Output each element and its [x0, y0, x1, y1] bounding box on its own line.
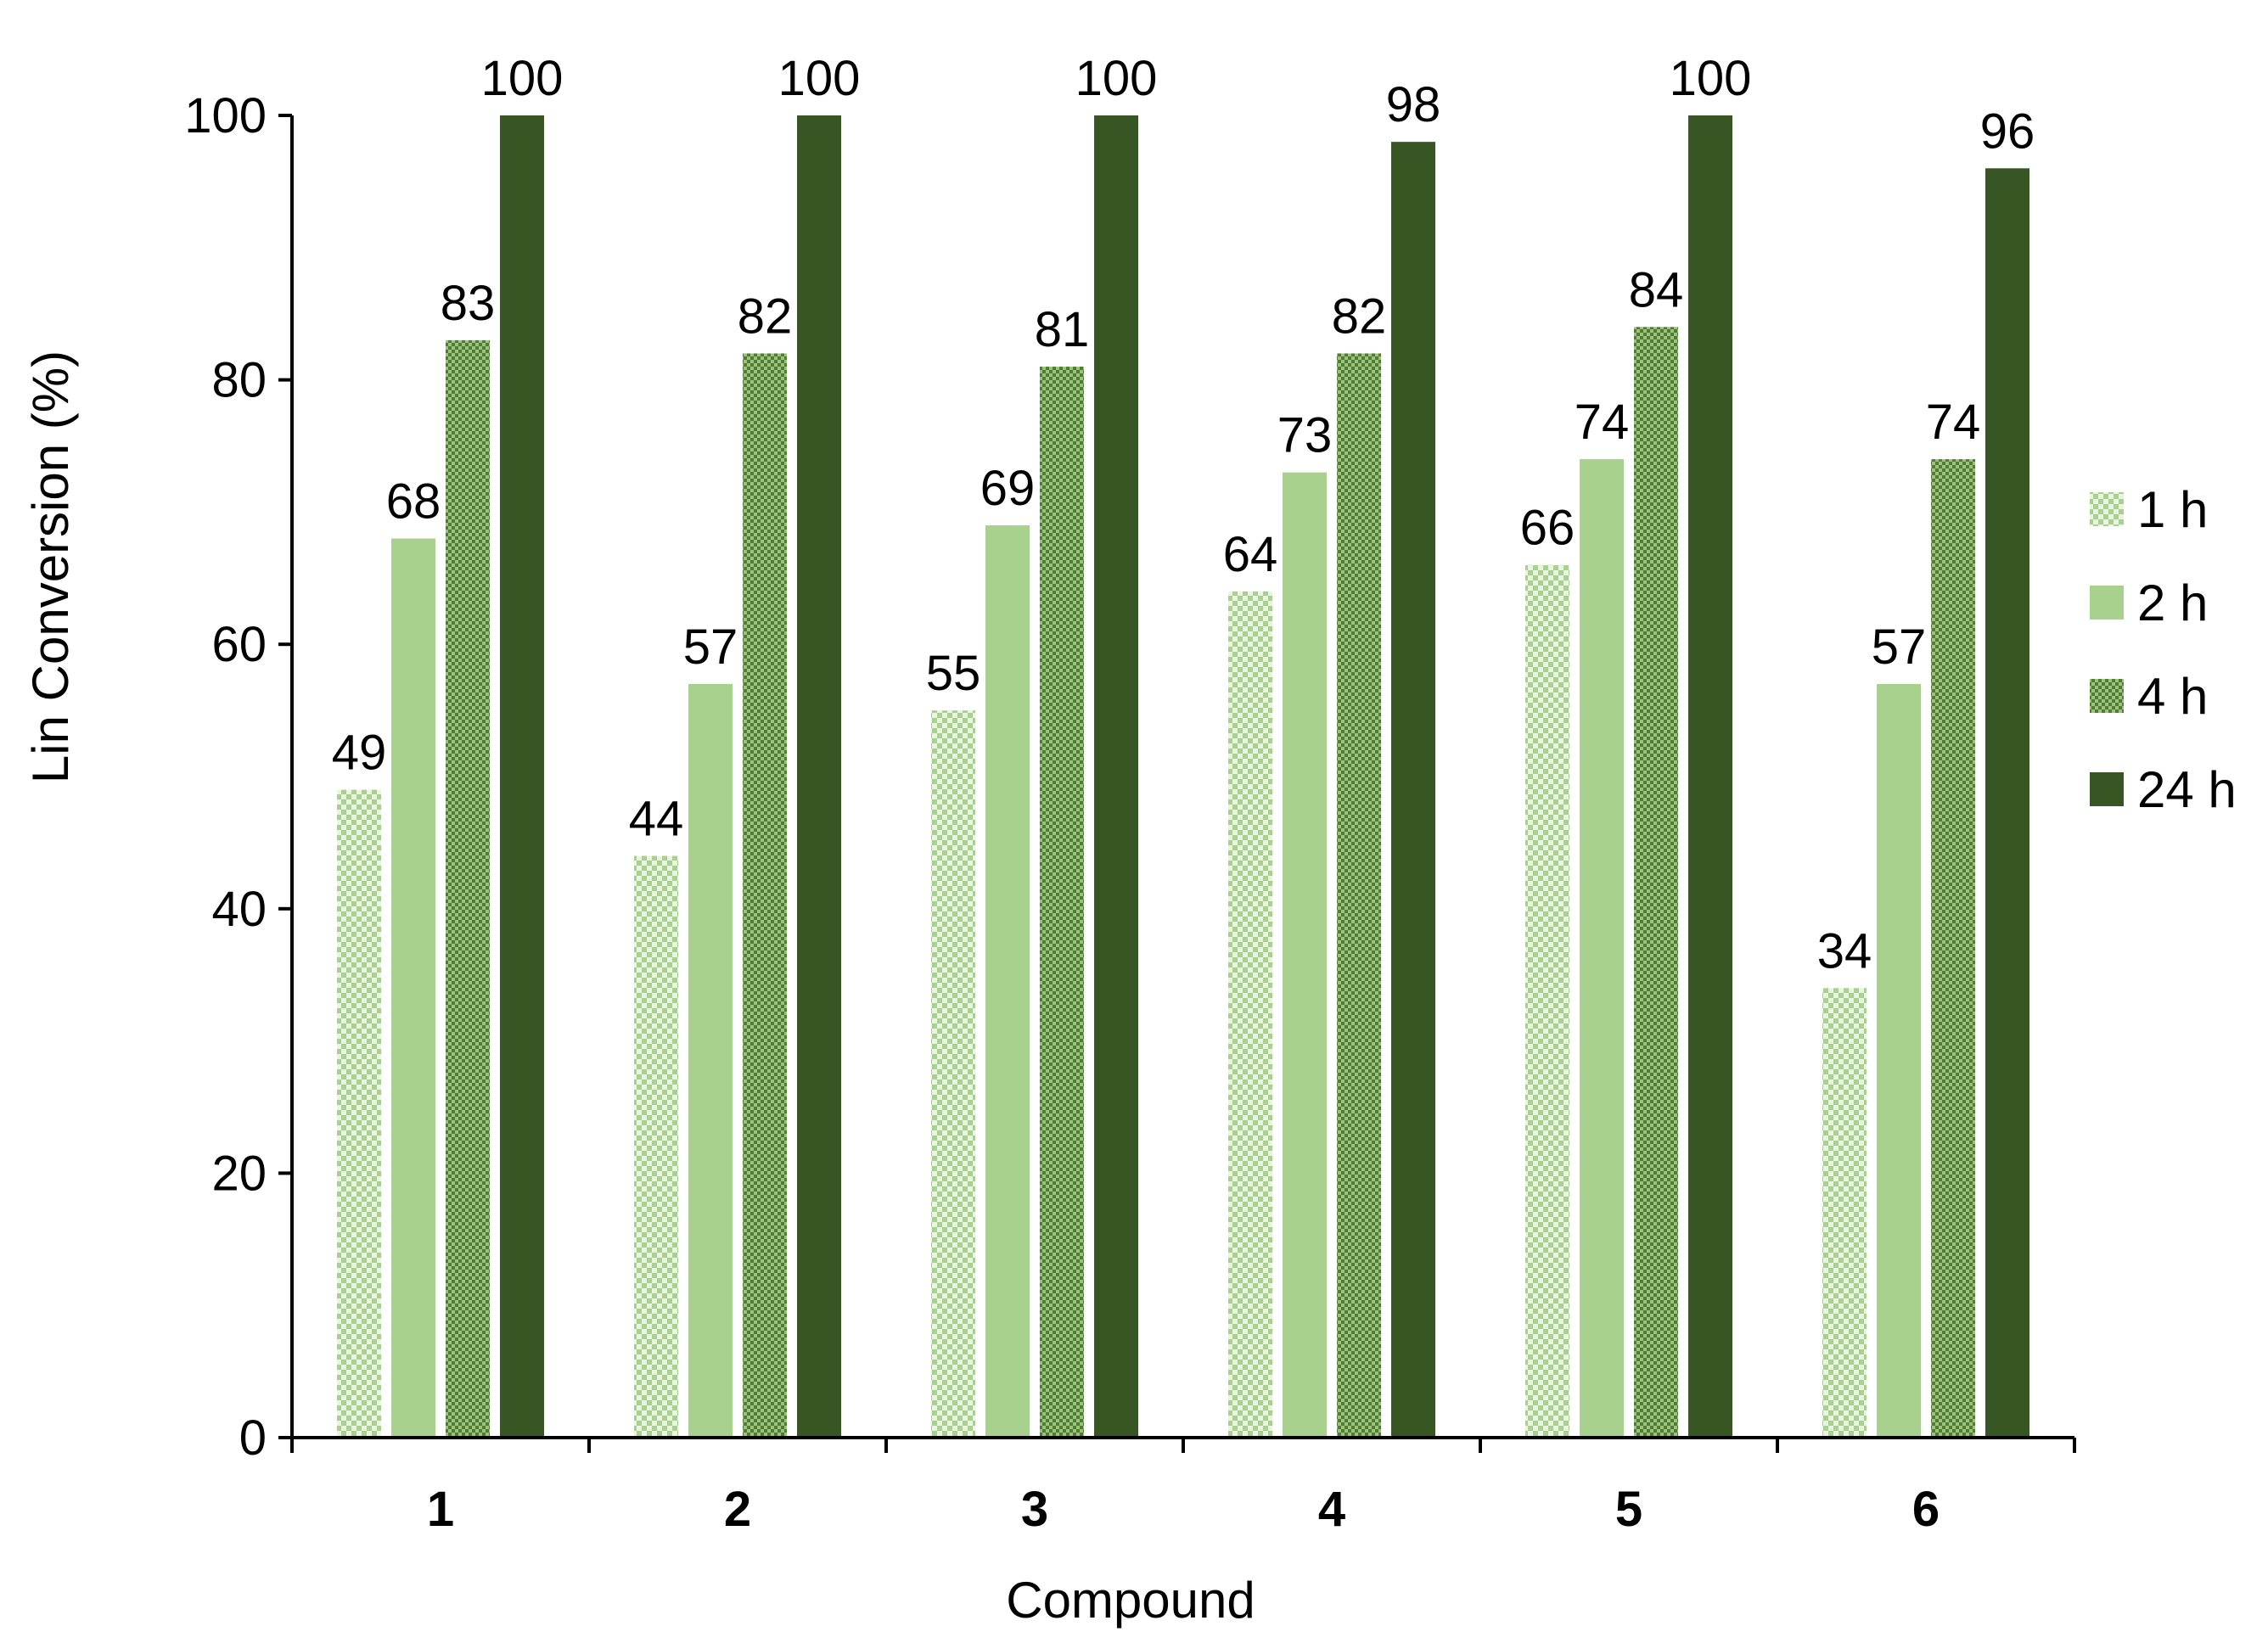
bar-1-h-compound-2 [634, 855, 678, 1438]
data-label-2-h-compound-6: 57 [1872, 620, 1927, 675]
data-label-1-h-compound-6: 34 [1817, 923, 1872, 979]
y-tick-label: 20 [211, 1146, 267, 1201]
bars-group [337, 115, 2029, 1438]
legend-label-24-h: 24 h [2137, 761, 2237, 818]
legend: 1 h 2 h 4 h 24 h [2090, 481, 2237, 818]
bar-24-h-compound-6 [1985, 168, 2029, 1438]
data-label-2-h-compound-1: 68 [386, 474, 441, 530]
x-ticks: 1 2 3 4 5 6 [290, 1438, 2076, 1537]
legend-swatch-1-h [2090, 492, 2124, 526]
data-label-4-h-compound-1: 83 [441, 276, 496, 331]
bar-2-h-compound-3 [985, 524, 1030, 1438]
y-tick-label: 40 [211, 882, 267, 937]
legend-label-4-h: 4 h [2137, 668, 2208, 725]
bar-2-h-compound-5 [1580, 459, 1624, 1438]
data-label-2-h-compound-2: 57 [683, 620, 738, 675]
y-tick-label: 100 [184, 88, 267, 143]
data-label-24-h-compound-6: 96 [1980, 104, 2035, 159]
x-tick-label-compound-5: 5 [1615, 1482, 1642, 1537]
data-label-24-h-compound-2: 100 [778, 51, 861, 106]
y-tick-label: 0 [239, 1410, 267, 1466]
bar-4-h-compound-5 [1634, 327, 1678, 1438]
data-label-1-h-compound-1: 49 [332, 726, 387, 781]
bar-24-h-compound-5 [1688, 115, 1732, 1438]
x-tick-label-compound-1: 1 [427, 1482, 454, 1537]
legend-label-1-h: 1 h [2137, 481, 2208, 538]
bar-24-h-compound-2 [797, 115, 841, 1438]
data-label-24-h-compound-4: 98 [1386, 77, 1441, 132]
x-tick-label-compound-4: 4 [1318, 1482, 1345, 1537]
data-label-2-h-compound-5: 74 [1575, 395, 1630, 450]
data-label-24-h-compound-1: 100 [481, 51, 564, 106]
data-label-4-h-compound-4: 82 [1332, 289, 1387, 344]
legend-swatch-4-h [2090, 679, 2124, 713]
bar-4-h-compound-4 [1337, 353, 1381, 1438]
bar-24-h-compound-1 [500, 115, 544, 1438]
bar-4-h-compound-3 [1040, 367, 1084, 1438]
x-axis-title: Compound [1006, 1572, 1255, 1629]
data-label-2-h-compound-3: 69 [980, 461, 1036, 516]
x-tick-label-compound-2: 2 [724, 1482, 751, 1537]
y-axis-title: Lin Conversion (%) [22, 350, 79, 783]
bar-1-h-compound-5 [1525, 564, 1569, 1438]
bar-24-h-compound-4 [1391, 142, 1435, 1438]
bar-2-h-compound-6 [1877, 683, 1921, 1438]
bar-4-h-compound-6 [1931, 459, 1975, 1438]
data-label-4-h-compound-3: 81 [1035, 302, 1090, 357]
data-label-1-h-compound-5: 66 [1520, 501, 1575, 556]
data-label-4-h-compound-5: 84 [1629, 262, 1684, 317]
bar-2-h-compound-2 [688, 683, 733, 1438]
legend-swatch-24-h [2090, 772, 2124, 806]
bar-1-h-compound-3 [931, 710, 975, 1438]
bar-4-h-compound-2 [743, 353, 787, 1438]
data-label-1-h-compound-4: 64 [1223, 527, 1278, 582]
data-label-4-h-compound-6: 74 [1926, 395, 1981, 450]
bar-2-h-compound-4 [1283, 472, 1327, 1438]
data-label-2-h-compound-4: 73 [1277, 408, 1333, 463]
y-tick-label: 80 [211, 353, 267, 408]
bar-1-h-compound-6 [1822, 988, 1867, 1438]
bar-4-h-compound-1 [446, 339, 490, 1438]
data-label-4-h-compound-2: 82 [738, 289, 793, 344]
y-tick-label: 60 [211, 617, 267, 672]
bar-24-h-compound-3 [1094, 115, 1138, 1438]
x-tick-label-compound-3: 3 [1021, 1482, 1048, 1537]
y-ticks: 0 20 40 60 80 100 [184, 88, 292, 1466]
data-label-24-h-compound-5: 100 [1670, 51, 1752, 106]
bar-1-h-compound-1 [337, 789, 381, 1438]
bar-2-h-compound-1 [391, 538, 435, 1438]
data-label-1-h-compound-2: 44 [629, 791, 684, 846]
data-label-24-h-compound-3: 100 [1075, 51, 1158, 106]
data-label-1-h-compound-3: 55 [926, 646, 981, 701]
data-labels-group: 49 44 55 64 66 34 68 57 69 73 74 57 83 82 81 82 84 74 100 1… [332, 51, 2035, 979]
legend-swatch-2-h [2090, 586, 2124, 620]
legend-label-2-h: 2 h [2137, 575, 2208, 631]
x-tick-label-compound-6: 6 [1912, 1482, 1940, 1537]
bar-1-h-compound-4 [1228, 591, 1272, 1438]
